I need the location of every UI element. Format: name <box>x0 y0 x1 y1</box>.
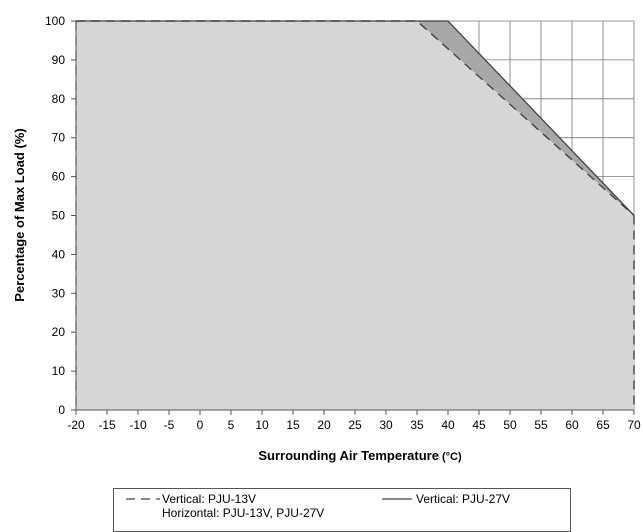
legend-item-dashed: Vertical: PJU-13V Horizontal: PJU-13V, P… <box>124 492 324 520</box>
y-tick-label: 20 <box>52 325 66 339</box>
x-tick-label: -5 <box>164 418 175 432</box>
fill-layer <box>76 21 634 410</box>
y-tick-label: 0 <box>58 403 65 417</box>
x-tick-label: 50 <box>503 418 517 432</box>
legend-label-solid-line1: Vertical: PJU-27V <box>416 492 511 506</box>
x-axis-label: Surrounding Air Temperature (°C) <box>258 448 462 463</box>
x-tick-label: -20 <box>67 418 85 432</box>
y-tick-label: 10 <box>52 364 66 378</box>
y-tick-label: 30 <box>52 286 66 300</box>
y-tick-label: 40 <box>52 247 66 261</box>
x-tick-label: 65 <box>596 418 610 432</box>
x-tick-label: 30 <box>379 418 393 432</box>
x-tick-label: 15 <box>286 418 300 432</box>
x-tick-label: 55 <box>534 418 548 432</box>
legend-label-dashed-line2: Horizontal: PJU-13V, PJU-27V <box>162 506 325 520</box>
derating-chart: -20 -15 -10 -5 0 5 10 15 20 25 30 35 40 45 50 55 60 65 70 0… <box>12 14 641 463</box>
x-tick-label: 5 <box>228 418 235 432</box>
legend: Vertical: PJU-13V Horizontal: PJU-13V, P… <box>113 488 571 532</box>
legend-swatch-solid <box>378 492 416 506</box>
x-tick-label: 25 <box>348 418 362 432</box>
y-tick-label: 100 <box>45 14 65 28</box>
legend-label-dashed-line1: Vertical: PJU-13V <box>162 492 257 506</box>
x-tick-label: 0 <box>197 418 204 432</box>
y-tick-label: 80 <box>52 92 66 106</box>
legend-label-solid: Vertical: PJU-27V <box>416 492 510 506</box>
x-tick-label: 60 <box>565 418 579 432</box>
legend-item-solid: Vertical: PJU-27V <box>378 492 510 506</box>
y-tick-label: 50 <box>52 209 66 223</box>
series-line-dashed <box>76 20 635 217</box>
safe-operating-area <box>76 21 634 410</box>
x-tick-label: 10 <box>255 418 269 432</box>
legend-label-dashed: Vertical: PJU-13V Horizontal: PJU-13V, P… <box>162 492 324 520</box>
x-tick-label: 70 <box>627 418 641 432</box>
y-axis-label: Percentage of Max Load (%) <box>12 128 27 301</box>
ticks-layer: -20 -15 -10 -5 0 5 10 15 20 25 30 35 40 45 50 55 60 65 70 0… <box>45 14 641 432</box>
y-tick-label: 60 <box>52 170 66 184</box>
x-tick-label: 40 <box>441 418 455 432</box>
legend-swatch-dashed <box>124 492 162 506</box>
x-tick-label: 35 <box>410 418 424 432</box>
y-tick-label: 70 <box>52 131 66 145</box>
x-tick-label: 45 <box>472 418 486 432</box>
y-tick-label: 90 <box>52 53 66 67</box>
x-tick-label: 20 <box>317 418 331 432</box>
x-axis-unit: (°C) <box>442 451 462 463</box>
x-tick-label: -15 <box>98 418 116 432</box>
x-tick-label: -10 <box>129 418 147 432</box>
x-axis-label-text: Surrounding Air Temperature <box>258 448 439 463</box>
